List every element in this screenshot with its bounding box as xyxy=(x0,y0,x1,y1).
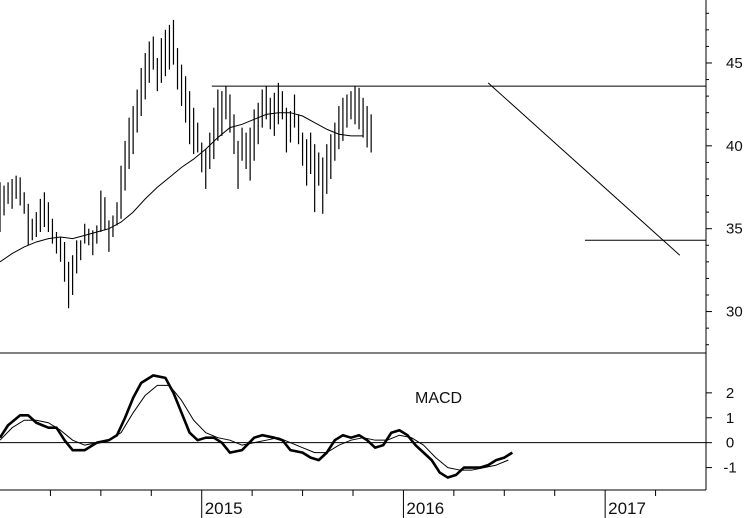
moving-average xyxy=(0,112,364,263)
macd-tick-label: -1 xyxy=(723,460,736,477)
macd-title: MACD xyxy=(415,390,462,407)
macd-panel: MACD -1 0 1 2 xyxy=(0,374,737,479)
price-tick-label: 30 xyxy=(726,304,743,321)
price-tick-label: 40 xyxy=(726,138,743,155)
price-bars xyxy=(0,19,372,309)
moving-average-line xyxy=(0,112,364,263)
price-annotations xyxy=(211,82,706,256)
signal-line xyxy=(0,384,509,471)
price-tick-label: 45 xyxy=(726,55,743,72)
price-axis: 30 35 40 45 xyxy=(706,12,743,346)
macd-tick-label: 1 xyxy=(726,410,734,427)
time-axis: 2015 2016 2017 xyxy=(0,489,706,518)
macd-tick-label: 2 xyxy=(726,385,734,402)
macd-line xyxy=(0,374,514,479)
macd-lines xyxy=(0,374,514,479)
year-label: 2016 xyxy=(406,499,444,518)
year-label: 2015 xyxy=(205,499,243,518)
year-label: 2017 xyxy=(608,499,646,518)
price-tick-label: 35 xyxy=(726,221,743,238)
downtrend-line xyxy=(487,82,681,256)
price-panel: 30 35 40 45 xyxy=(0,12,743,346)
macd-axis: -1 0 1 2 xyxy=(706,385,737,477)
macd-tick-label: 0 xyxy=(726,435,734,452)
